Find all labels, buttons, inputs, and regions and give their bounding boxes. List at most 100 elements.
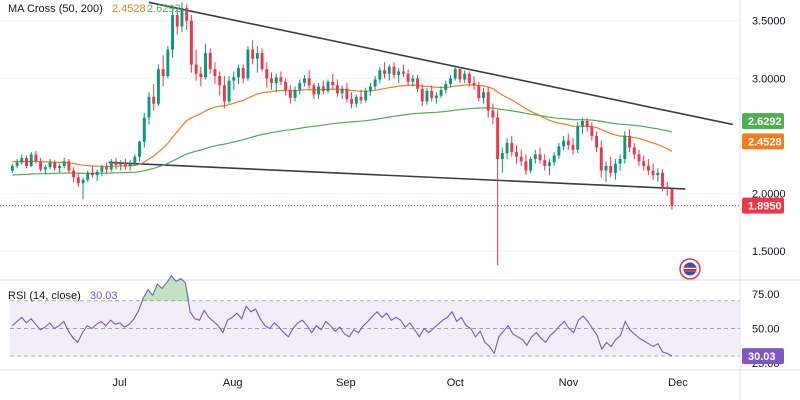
candle-body bbox=[401, 71, 405, 74]
candle-body bbox=[62, 161, 66, 166]
time-tick-label: Aug bbox=[223, 377, 243, 389]
candle-body bbox=[321, 86, 325, 92]
price-axis[interactable]: 3.5000 3.0000 2.0000 1.5000 2.6292 2.4528 1.89… bbox=[742, 16, 786, 258]
ma-50-price-label: 2.4528 bbox=[742, 133, 784, 150]
candle-body bbox=[232, 77, 236, 81]
candle-body bbox=[288, 89, 292, 98]
candle-body bbox=[175, 14, 179, 27]
candle-body bbox=[298, 82, 302, 90]
candle-body bbox=[166, 49, 170, 77]
candle-body bbox=[515, 152, 518, 157]
candle-body bbox=[482, 92, 485, 98]
candle-body bbox=[628, 135, 632, 148]
candle-body bbox=[604, 165, 608, 171]
candle-body bbox=[246, 49, 250, 79]
candle-body bbox=[119, 162, 123, 165]
candle-body bbox=[609, 165, 613, 173]
rsi-value-label-text: 30.03 bbox=[748, 351, 776, 363]
candle-body bbox=[58, 165, 61, 169]
candle-body bbox=[279, 77, 283, 82]
candle-body bbox=[434, 95, 438, 98]
candle-body bbox=[199, 73, 203, 78]
candle-body bbox=[350, 99, 354, 104]
candle-body bbox=[646, 165, 650, 171]
candle-body bbox=[397, 71, 401, 75]
candle-body bbox=[67, 161, 71, 171]
candle-body bbox=[500, 153, 504, 160]
candle-body bbox=[595, 135, 599, 148]
time-axis[interactable]: Jul Aug Sep Oct Nov Dec bbox=[0, 369, 800, 389]
ma-200-price-label-bg bbox=[742, 113, 784, 130]
rsi-tick-label: 50.00 bbox=[752, 323, 780, 335]
candle-body bbox=[133, 156, 137, 164]
candle-body bbox=[100, 167, 104, 172]
candle-body bbox=[585, 120, 589, 127]
candle-body bbox=[524, 161, 528, 171]
time-tick-label: Sep bbox=[336, 377, 356, 389]
candle-body bbox=[416, 78, 419, 89]
ma-50-price-label-bg bbox=[742, 133, 784, 150]
candle-body bbox=[255, 53, 259, 59]
candle-body bbox=[317, 86, 321, 95]
candle-body bbox=[331, 81, 335, 86]
candle-body bbox=[368, 86, 372, 92]
candle-body bbox=[571, 145, 575, 150]
candle-body bbox=[180, 8, 184, 27]
candle-body bbox=[204, 53, 207, 78]
candle-body bbox=[72, 170, 76, 178]
legend-ma-50-value: 2.4528 bbox=[112, 3, 146, 15]
candle-body bbox=[194, 64, 198, 74]
candle-body bbox=[519, 156, 523, 162]
rsi-pane: RSI (14, close) 30.03 bbox=[8, 274, 740, 357]
candle-body bbox=[453, 69, 457, 79]
candle-body bbox=[218, 76, 222, 86]
candle-body bbox=[90, 172, 94, 176]
candle-body bbox=[293, 89, 297, 98]
time-tick-label: Dec bbox=[668, 377, 688, 389]
candle-body bbox=[505, 142, 509, 154]
candle-body bbox=[642, 161, 646, 166]
candle-body bbox=[661, 172, 664, 187]
candle-body bbox=[147, 96, 151, 118]
candle-body bbox=[392, 66, 396, 75]
candle-body bbox=[20, 157, 24, 163]
candle-body bbox=[43, 167, 47, 170]
candle-body bbox=[430, 91, 434, 98]
price-tick-label: 3.5000 bbox=[752, 16, 786, 28]
candle-body bbox=[566, 140, 570, 146]
candle-body bbox=[123, 162, 127, 166]
candle-body bbox=[632, 147, 636, 155]
ma-200-price-label-text: 2.6292 bbox=[748, 116, 782, 128]
candle-body bbox=[312, 85, 316, 95]
lower-trendline[interactable] bbox=[108, 161, 686, 190]
price-pane-background bbox=[0, 0, 740, 280]
candle-body bbox=[274, 77, 278, 83]
candle-body bbox=[10, 165, 14, 171]
rsi-value-label: 30.03 bbox=[742, 348, 784, 365]
candle-body bbox=[364, 91, 368, 101]
candle-body bbox=[142, 117, 146, 142]
candle-body bbox=[472, 82, 476, 86]
candle-body bbox=[335, 85, 339, 94]
price-pane: MA Cross (50, 200) 2.4528 2.6292 bbox=[0, 0, 740, 280]
upper-trendline-resistance[interactable] bbox=[148, 1, 733, 126]
candle-body bbox=[213, 69, 217, 77]
candle-body bbox=[590, 126, 594, 136]
candle-body bbox=[185, 8, 189, 21]
price-tick-label: 3.0000 bbox=[752, 73, 786, 85]
rsi-line bbox=[11, 274, 673, 357]
candle-body bbox=[34, 154, 38, 162]
candle-body bbox=[378, 70, 382, 80]
time-tick-label: Jul bbox=[112, 377, 126, 389]
candle-body bbox=[161, 69, 165, 77]
candle-body bbox=[53, 162, 57, 169]
flag-icon[interactable] bbox=[679, 258, 701, 280]
candle-body bbox=[580, 120, 584, 127]
candle-body bbox=[656, 172, 660, 176]
candle-body bbox=[557, 146, 561, 156]
candle-body bbox=[114, 161, 118, 165]
candle-body bbox=[270, 78, 273, 83]
candle-body bbox=[48, 162, 52, 168]
candle-body bbox=[241, 67, 245, 79]
